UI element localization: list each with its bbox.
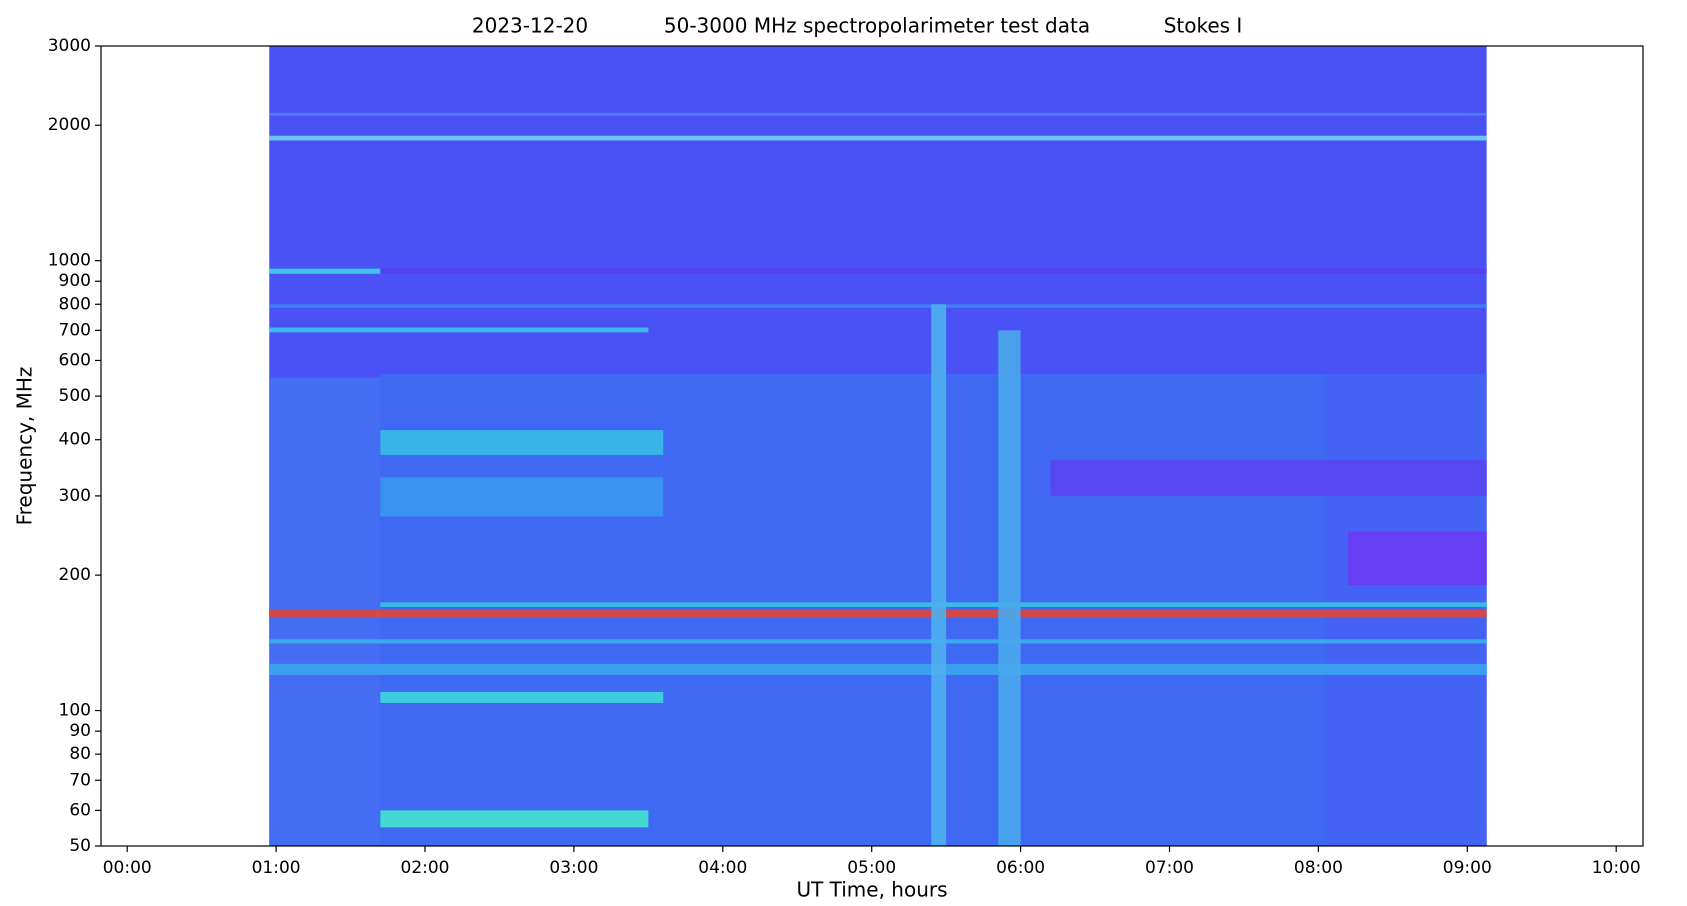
x-tick-label: 04:00 <box>698 858 747 878</box>
y-tick-label: 50 <box>69 836 91 856</box>
spectral-band <box>1348 531 1487 586</box>
spectral-band <box>269 663 1487 675</box>
y-tick-label: 80 <box>69 744 91 764</box>
y-tick-label: 500 <box>59 386 91 406</box>
spectral-band <box>269 268 381 274</box>
chart-title: Stokes I <box>1164 14 1243 38</box>
x-tick-label: 10:00 <box>1592 858 1641 878</box>
x-tick-label: 06:00 <box>996 858 1045 878</box>
x-tick-label: 08:00 <box>1294 858 1343 878</box>
y-tick-label: 3000 <box>48 36 91 56</box>
y-axis-label: Frequency, MHz <box>13 367 37 526</box>
spectral-band <box>269 639 1487 644</box>
y-tick-label: 800 <box>59 294 91 314</box>
y-tick-label: 1000 <box>48 251 91 271</box>
y-tick-label: 700 <box>59 320 91 340</box>
spectral-band <box>931 304 947 846</box>
y-tick-label: 600 <box>59 350 91 370</box>
y-tick-label: 900 <box>59 271 91 291</box>
x-tick-label: 09:00 <box>1443 858 1492 878</box>
spectral-band <box>1050 460 1487 496</box>
chart-title: 2023-12-20 <box>472 14 588 38</box>
spectral-band <box>269 135 1487 141</box>
y-tick-label: 90 <box>69 721 91 741</box>
y-tick-label: 200 <box>59 565 91 585</box>
x-tick-label: 03:00 <box>549 858 598 878</box>
y-tick-label: 300 <box>59 486 91 506</box>
x-axis-label: UT Time, hours <box>796 878 947 902</box>
spectral-band <box>269 609 1487 618</box>
y-tick-label: 400 <box>59 430 91 450</box>
y-tick-label: 70 <box>69 770 91 790</box>
spectral-band <box>269 112 1487 116</box>
x-tick-label: 00:00 <box>103 858 152 878</box>
spectral-band <box>380 810 649 828</box>
spectral-band <box>269 327 649 333</box>
spectral-band <box>380 430 664 455</box>
x-tick-label: 05:00 <box>847 858 896 878</box>
spectral-band <box>998 330 1021 846</box>
y-tick-label: 2000 <box>48 115 91 135</box>
y-tick-label: 60 <box>69 800 91 820</box>
x-tick-label: 02:00 <box>401 858 450 878</box>
spectral-band <box>380 477 664 517</box>
x-tick-label: 01:00 <box>252 858 301 878</box>
x-tick-label: 07:00 <box>1145 858 1194 878</box>
spectral-band <box>380 691 664 703</box>
y-tick-label: 100 <box>59 701 91 721</box>
spectral-band <box>269 304 1487 308</box>
spectral-band <box>380 268 1487 274</box>
chart-title: 50-3000 MHz spectropolarimeter test data <box>664 14 1090 38</box>
